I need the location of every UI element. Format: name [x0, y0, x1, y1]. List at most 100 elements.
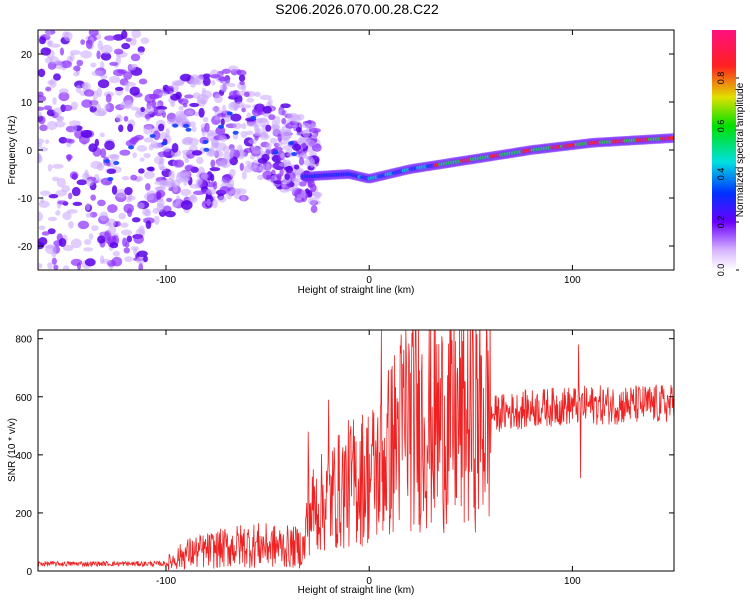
heatmap-noise-mark [246, 112, 252, 120]
heatmap-noise-mark [67, 138, 75, 144]
heatmap-noise-mark [178, 117, 189, 123]
heatmap-noise-mark [125, 37, 132, 42]
colorbar: 0.0 0.2 0.4 0.6 0.8 Normalized spectral ampl… [712, 30, 746, 276]
heatmap-noise-mark [85, 39, 93, 49]
heatmap-noise-mark [91, 70, 104, 77]
heatmap-noise-mark [153, 106, 158, 116]
heatmap-noise-mark [115, 114, 123, 123]
heatmap-noise-mark [281, 117, 287, 125]
heatmap-noise-mark [46, 120, 58, 131]
heatmap-noise-mark [266, 174, 272, 180]
snr-x-tick-label: -100 [156, 576, 176, 587]
heatmap-noise-mark [91, 98, 98, 108]
heatmap-noise-mark [58, 238, 67, 247]
heatmap-noise-mark [53, 264, 59, 270]
snr-series-line [38, 330, 674, 571]
heatmap-noise-mark [132, 152, 137, 159]
heatmap-noise-mark [70, 238, 82, 249]
colorbar-label: Normalized spectral amplitude [735, 82, 746, 217]
heatmap-noise-mark [66, 154, 72, 162]
heatmap-noise-mark [143, 125, 153, 135]
heatmap-noise-mark [198, 107, 205, 118]
heatmap-noise-mark [156, 198, 165, 209]
heatmap-noise-mark [158, 91, 169, 96]
heatmap-noise-mark [271, 119, 277, 127]
heatmap-noise-mark [222, 104, 227, 114]
heatmap-noise-mark [261, 124, 267, 134]
heatmap-noise-mark [58, 91, 70, 102]
heatmap-noise-mark [180, 200, 193, 211]
heatmap-noise-mark [128, 64, 136, 71]
heatmap-noise-mark [38, 142, 43, 148]
heatmap-noise-mark [131, 136, 140, 142]
heatmap-noise-mark [292, 143, 302, 151]
heatmap-noise-mark [262, 105, 272, 114]
colorbar-tick-label: 0.4 [716, 168, 726, 181]
heatmap-noise-mark [204, 122, 210, 133]
heatmap-noise-mark [136, 250, 148, 258]
heatmap-noise-mark [138, 168, 145, 174]
heatmap-noise-mark [38, 225, 46, 231]
heatmap-x-tick-label: -100 [156, 275, 176, 286]
heatmap-noise-mark [296, 194, 303, 201]
heatmap-noise-mark [202, 73, 211, 79]
heatmap-noise-mark [104, 35, 116, 41]
heatmap-noise-mark [144, 209, 152, 217]
heatmap-noise-mark [273, 180, 283, 185]
heatmap-noise-mark [85, 212, 93, 218]
heatmap-noise-mark [76, 179, 88, 186]
heatmap-noise-mark [152, 88, 163, 99]
heatmap-noise-mark [77, 220, 90, 230]
heatmap-noise-mark [38, 153, 42, 163]
heatmap-noise-mark [125, 99, 134, 108]
heatmap-noise-mark [138, 51, 145, 56]
heatmap-noise-mark [115, 188, 127, 199]
heatmap-noise-mark [96, 50, 101, 60]
heatmap-noise-mark [81, 82, 89, 90]
heatmap-noise-mark [62, 104, 73, 112]
heatmap-noise-mark [159, 166, 167, 172]
heatmap-hotspot-mark [161, 141, 168, 146]
heatmap-noise-mark [302, 142, 307, 150]
heatmap-noise-mark [112, 250, 121, 257]
heatmap-noise-mark [80, 39, 86, 45]
heatmap-noise-mark [44, 244, 56, 249]
heatmap-noise-mark [168, 187, 173, 192]
heatmap-noise-mark [105, 93, 112, 103]
heatmap-noise-mark [56, 115, 65, 122]
heatmap-noise-mark [126, 235, 133, 243]
heatmap-noise-mark [38, 262, 43, 269]
heatmap-noise-mark [45, 86, 52, 92]
heatmap-noise-mark [264, 146, 272, 155]
snr-x-axis-label: Height of straight line (km) [298, 585, 415, 596]
heatmap-noise-mark [111, 256, 123, 267]
heatmap-noise-mark [38, 106, 45, 111]
heatmap-noise-mark [284, 173, 290, 180]
heatmap-y-tick-label: -10 [18, 194, 33, 205]
heatmap-hotspot-mark [272, 150, 279, 155]
heatmap-noise-mark [107, 218, 117, 228]
heatmap-trend-mark [669, 136, 674, 141]
heatmap-noise-mark [81, 99, 93, 108]
heatmap-noise-mark [45, 139, 50, 144]
heatmap-noise-mark [252, 159, 259, 169]
heatmap-noise-mark [127, 123, 134, 133]
heatmap-noise-mark [178, 105, 184, 111]
heatmap-noise-mark [153, 215, 160, 225]
heatmap-noise-mark [164, 210, 176, 218]
heatmap-noise-mark [84, 238, 92, 246]
heatmap-noise-mark [70, 258, 83, 267]
heatmap-noise-mark [131, 30, 142, 39]
heatmap-noise-mark [68, 192, 73, 200]
heatmap-noise-mark [189, 81, 197, 88]
heatmap-noise-mark [239, 162, 244, 172]
heatmap-noise-mark [209, 74, 221, 79]
heatmap-noise-mark [138, 225, 145, 236]
heatmap-hotspot-mark [183, 123, 190, 128]
heatmap-noise-mark [113, 48, 124, 55]
heatmap-noise-mark [202, 76, 211, 87]
heatmap-noise-mark [99, 132, 105, 138]
heatmap-noise-mark [47, 163, 53, 172]
heatmap-noise-mark [166, 118, 173, 125]
